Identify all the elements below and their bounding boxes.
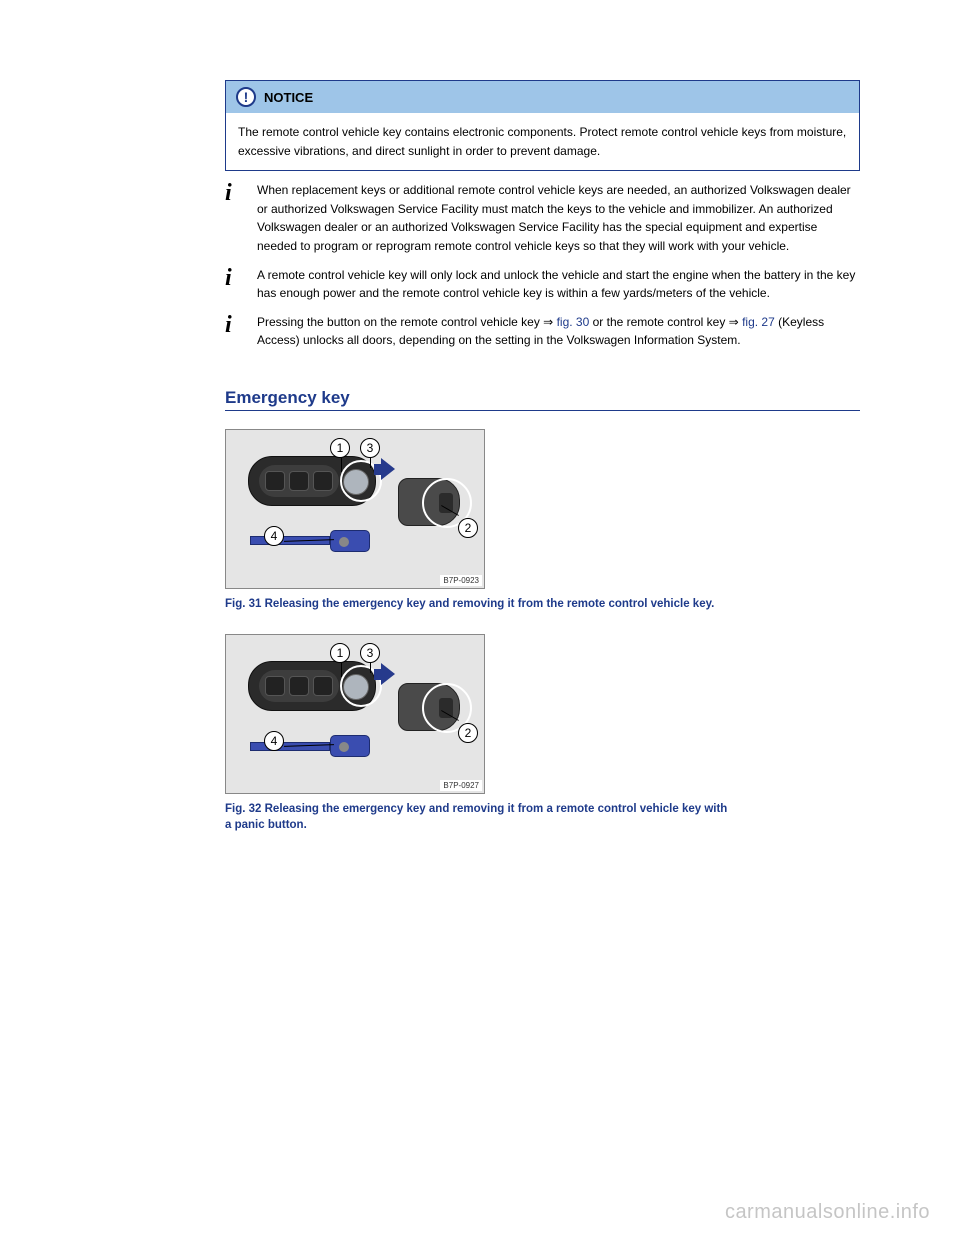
notice-label: NOTICE	[264, 90, 313, 105]
callout-4: 4	[264, 526, 284, 546]
arrow-icon	[381, 458, 395, 480]
info-text: A remote control vehicle key will only l…	[257, 266, 860, 303]
figure-image: 1 3 2 4 B7P-0927	[225, 634, 485, 794]
figure-32: 1 3 2 4 B7P-0927 Fig. 32 Releasing the e…	[225, 634, 860, 833]
watermark: carmanualsonline.info	[725, 1201, 930, 1224]
callout-3: 3	[360, 438, 380, 458]
notice-box: ! NOTICE The remote control vehicle key …	[225, 80, 860, 171]
section-heading: Emergency key	[225, 388, 860, 411]
info-paragraph-3: i Pressing the button on the remote cont…	[225, 313, 860, 350]
callout-4: 4	[264, 731, 284, 751]
info-icon: i	[225, 313, 249, 350]
image-code: B7P-0927	[440, 780, 482, 791]
info-text: When replacement keys or additional remo…	[257, 181, 860, 255]
arrow-icon	[381, 663, 395, 685]
callout-1: 1	[330, 438, 350, 458]
callout-2: 2	[458, 518, 478, 538]
info-paragraph-2: i A remote control vehicle key will only…	[225, 266, 860, 303]
notice-header: ! NOTICE	[226, 81, 859, 113]
figure-caption: Fig. 32 Releasing the emergency key and …	[225, 801, 730, 833]
notice-icon: !	[236, 87, 256, 107]
figure-link[interactable]: fig. 27	[742, 315, 775, 329]
info-icon: i	[225, 181, 249, 255]
info-text: Pressing the button on the remote contro…	[257, 313, 860, 350]
figure-link[interactable]: fig. 30	[557, 315, 590, 329]
image-code: B7P-0923	[440, 575, 482, 586]
callout-3: 3	[360, 643, 380, 663]
info-paragraph-1: i When replacement keys or additional re…	[225, 181, 860, 255]
figure-image: 1 3 2 4 B7P-0923	[225, 429, 485, 589]
notice-body: The remote control vehicle key contains …	[226, 113, 859, 170]
callout-2: 2	[458, 723, 478, 743]
callout-1: 1	[330, 643, 350, 663]
page-content: ! NOTICE The remote control vehicle key …	[0, 0, 960, 885]
info-icon: i	[225, 266, 249, 303]
figure-31: 1 3 2 4 B7P-0923 Fig. 31 Releasing the e…	[225, 429, 860, 612]
figure-caption: Fig. 31 Releasing the emergency key and …	[225, 596, 730, 612]
